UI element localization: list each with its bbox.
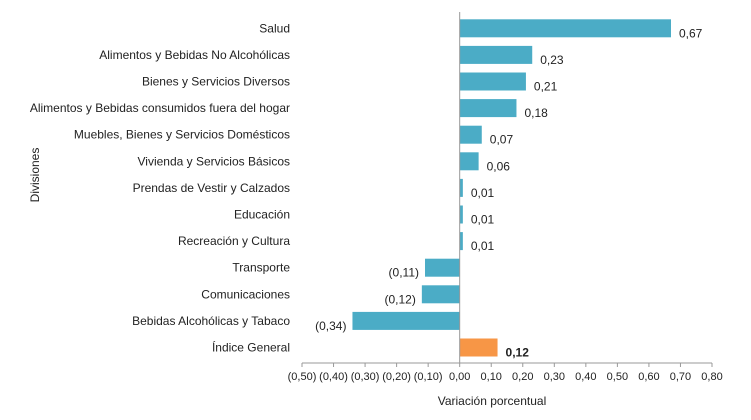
x-tick-label: 0,80 (701, 371, 722, 383)
category-labels: Salud Alimentos y Bebidas No Alcohólicas B… (30, 21, 290, 354)
bar (459, 125, 482, 144)
bar (421, 285, 460, 304)
value-label: (0,12) (384, 292, 415, 306)
bar (459, 99, 517, 118)
value-label: 0,06 (487, 159, 511, 173)
value-label: 0,23 (540, 53, 564, 67)
value-label: 0,01 (471, 239, 495, 253)
value-label: 0,01 (471, 186, 495, 200)
value-label: 0,67 (679, 26, 703, 40)
category-label: Bienes y Servicios Diversos (142, 75, 290, 89)
x-tick-label: 0,60 (638, 371, 659, 383)
bar (459, 205, 463, 224)
bar (459, 152, 479, 171)
bar (459, 178, 463, 197)
y-axis-title: Divisiones (28, 148, 42, 203)
x-tick-label: (0,50) (288, 371, 317, 383)
value-label: (0,34) (315, 319, 346, 333)
category-label: Transporte (232, 261, 290, 275)
value-label: 0,21 (534, 80, 558, 94)
category-label: Alimentos y Bebidas consumidos fuera del… (30, 101, 290, 115)
category-label: Prendas de Vestir y Calzados (133, 181, 290, 195)
x-tick-label: 0,30 (544, 371, 565, 383)
category-label: Educación (234, 208, 290, 222)
x-axis-title: Variación porcentual (438, 394, 547, 408)
x-tick-label: 0,20 (512, 371, 533, 383)
x-tick-label: 0,40 (575, 371, 596, 383)
bar (459, 19, 671, 38)
x-tick-label: 0,50 (607, 371, 628, 383)
category-label: Índice General (212, 340, 290, 355)
x-tick-label: (0,10) (414, 371, 443, 383)
value-label: 0,18 (524, 106, 548, 120)
value-label: 0,07 (490, 133, 514, 147)
category-label: Muebles, Bienes y Servicios Domésticos (74, 128, 290, 142)
value-label: (0,11) (389, 266, 419, 280)
x-tick-label: 0,00 (449, 371, 470, 383)
category-label: Alimentos y Bebidas No Alcohólicas (99, 48, 290, 62)
x-tick-label: (0,40) (319, 371, 348, 383)
bar (425, 258, 460, 277)
x-axis: (0,50) (0,40) (0,30) (0,20) (0,10) 0,00 0,10 0,… (288, 362, 723, 383)
category-label: Salud (259, 21, 290, 35)
x-tick-label: (0,30) (351, 371, 380, 383)
bar (459, 45, 533, 64)
bars-group (352, 19, 671, 357)
value-label: 0,01 (471, 213, 495, 227)
value-labels: 0,67 0,23 0,21 0,18 0,07 0,06 0,01 0,01 0,01 (0,1… (315, 26, 703, 359)
category-label: Comunicaciones (201, 287, 290, 301)
value-label: 0,12 (506, 346, 530, 360)
bar (352, 311, 460, 330)
x-tick-label: 0,70 (670, 371, 691, 383)
x-tick-label: 0,10 (481, 371, 502, 383)
bar (459, 232, 463, 251)
category-label: Recreación y Cultura (178, 234, 290, 248)
category-label: Bebidas Alcohólicas y Tabaco (132, 314, 290, 328)
category-label: Vivienda y Servicios Básicos (137, 154, 290, 168)
bar (459, 72, 526, 91)
x-tick-label: (0,20) (382, 371, 411, 383)
bar-indice-general (459, 338, 498, 357)
